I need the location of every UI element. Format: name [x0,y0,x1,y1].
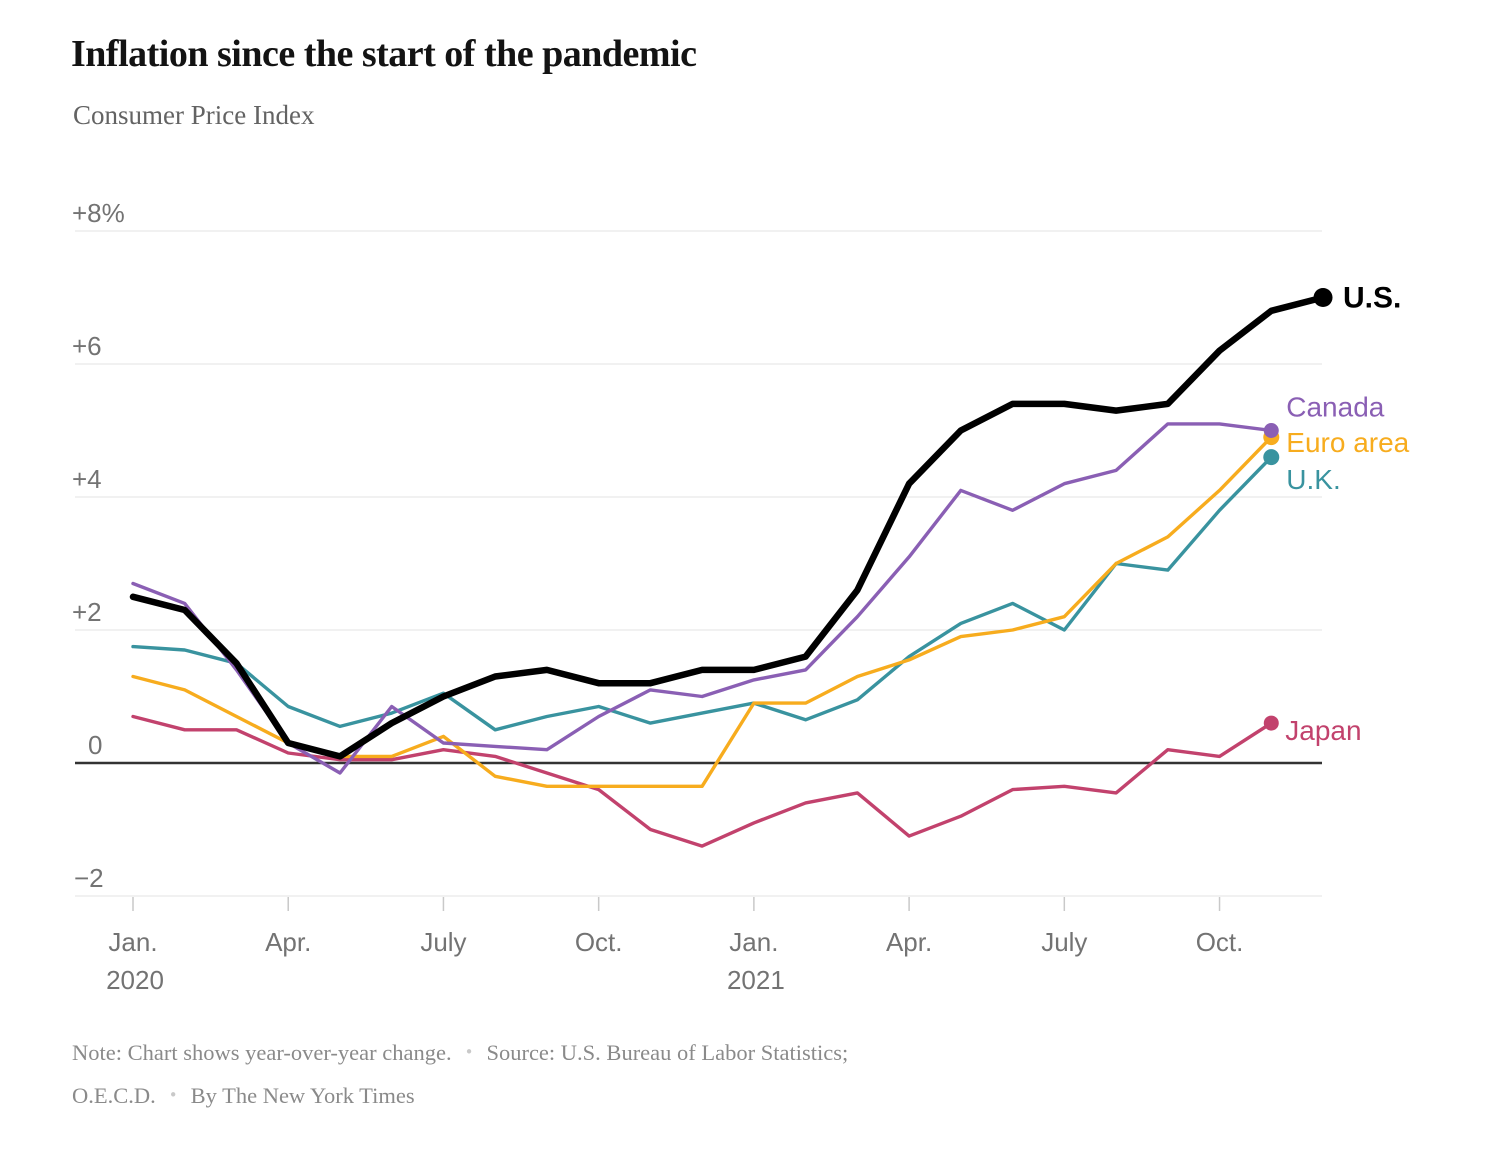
x-tick-label: Jan. [729,927,778,957]
series-endpoint-dots [1263,288,1333,731]
footer-source-2: O.E.C.D. [72,1083,156,1108]
series-labels: Japan U.K. Euro area Canada U.S. [1285,282,1409,747]
x-tick-year-label: 2020 [106,965,164,995]
series-label-u-s: U.S. [1343,282,1401,315]
series-endpoint-dot-japan [1263,715,1279,731]
x-tick-label: Apr. [265,927,311,957]
chart-footer: Note: Chart shows year-over-year change.… [72,1040,1292,1126]
bullet-separator-icon: • [168,1086,178,1104]
y-tick-label: +8% [72,198,125,228]
x-tick-label: Oct. [575,927,623,957]
x-tick-label: Oct. [1196,927,1244,957]
series-label-u-k: U.K. [1286,464,1340,495]
series-lines [129,294,1327,848]
x-axis-ticks-labels: Jan. 2020 Apr. July Oct. Jan. 2021 Apr. July Oct. [106,897,1243,995]
page-title: Inflation since the start of the pandemi… [71,33,697,75]
gridlines [75,230,1322,897]
inflation-line-chart: +8% +6 +4 +2 0 −2 Jan. 2020 Apr. July Oct. Jan. 202… [72,198,1410,995]
series-label-euro-area: Euro area [1286,427,1409,458]
series-line-u-k [131,455,1274,732]
y-tick-label: +6 [72,331,102,361]
y-axis-labels: +8% +6 +4 +2 0 −2 [72,198,125,893]
x-tick-label: Jan. [108,927,157,957]
series-label-canada: Canada [1286,392,1385,423]
series-label-japan: Japan [1285,715,1361,746]
y-tick-label: −2 [74,863,104,893]
footer-line-2: O.E.C.D. • By The New York Times [72,1083,1292,1109]
footer-line-1: Note: Chart shows year-over-year change.… [72,1040,1292,1066]
footer-byline: By The New York Times [190,1083,415,1108]
series-line-japan [131,714,1274,848]
x-tick-year-label: 2021 [727,965,785,995]
x-tick-label: July [1041,927,1087,957]
series-line-u-s [129,294,1327,760]
y-tick-label: +2 [72,597,102,627]
series-line-canada [131,422,1274,775]
series-endpoint-dot-u-k [1263,449,1280,466]
bullet-separator-icon: • [464,1043,474,1061]
footer-note: Note: Chart shows year-over-year change. [72,1040,452,1065]
y-tick-label: +4 [72,464,102,494]
footer-source: Source: U.S. Bureau of Labor Statistics; [486,1040,849,1065]
chart-subtitle: Consumer Price Index [73,100,315,130]
x-tick-label: Apr. [886,927,932,957]
y-tick-label: 0 [88,730,102,760]
series-endpoint-dot-u-s [1313,288,1333,307]
series-endpoint-dot-canada [1263,423,1279,438]
series-line-euro-area [131,435,1274,788]
x-tick-label: July [420,927,466,957]
